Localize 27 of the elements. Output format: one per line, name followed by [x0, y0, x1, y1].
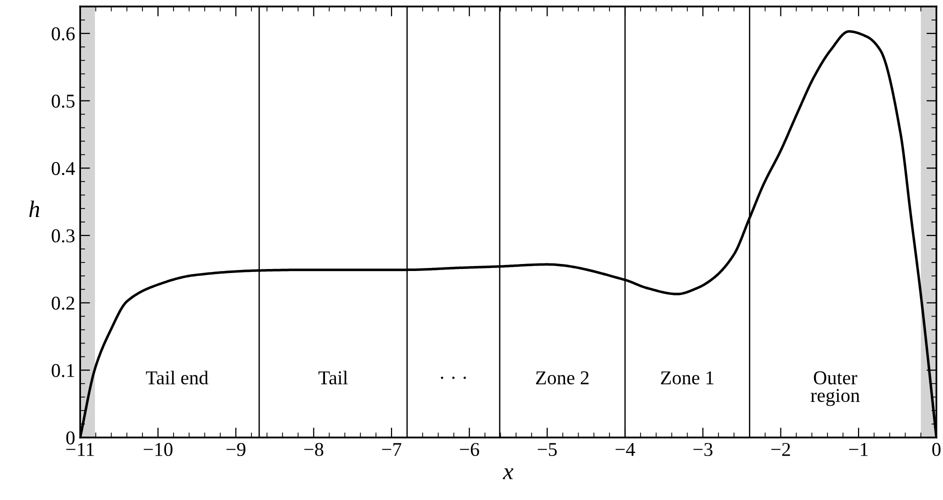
- annotation: Zone 1: [660, 371, 714, 384]
- annotation: Tail end: [146, 370, 208, 384]
- x-tick-label: −9: [226, 442, 246, 456]
- x-tick-label: −6: [460, 442, 480, 456]
- y-tick-label: 0.5: [52, 94, 75, 108]
- annotation: Outer region: [810, 371, 860, 406]
- x-tick-label: −1: [849, 443, 868, 456]
- x-tick-label: −10: [144, 442, 172, 456]
- annotation: Zone 2: [536, 371, 589, 384]
- y-tick-label: 0.4: [52, 162, 75, 176]
- y-tick-label: 0.2: [52, 296, 74, 310]
- x-tick-label: −11: [66, 443, 94, 456]
- x-tick-label: −5: [538, 443, 557, 456]
- x-tick-label: 0: [932, 442, 941, 456]
- y-tick-label: 0: [66, 431, 75, 444]
- x-tick-label: −2: [771, 442, 790, 456]
- y-axis-title: h: [29, 200, 40, 217]
- y-tick-label: 0.3: [52, 229, 75, 242]
- x-tick-label: −4: [616, 443, 636, 456]
- y-tick-label: 0.6: [52, 27, 75, 40]
- y-tick-label: 0.1: [52, 364, 74, 378]
- x-tick-label: −3: [694, 442, 712, 456]
- x-tick-label: −8: [304, 442, 324, 456]
- x-tick-label: −7: [382, 443, 402, 456]
- x-axis-title: x: [502, 468, 514, 480]
- annotation: · · ·: [440, 376, 466, 379]
- annotation: Tail: [318, 370, 348, 384]
